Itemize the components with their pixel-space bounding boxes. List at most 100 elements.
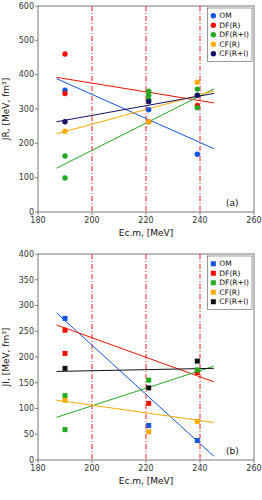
x-tick-label: 180 xyxy=(30,464,45,473)
x-tick-label: 180 xyxy=(30,216,45,225)
data-point xyxy=(146,378,151,383)
y-tick-label: 300 xyxy=(19,105,34,114)
y-tick xyxy=(35,357,38,358)
y-tick xyxy=(35,305,38,306)
legend-marker xyxy=(211,23,216,28)
legend: OMDF(R)DF(R+I)CF(R)CF(R+I) xyxy=(207,256,252,310)
legend: OMDF(R)DF(R+I)CF(R)CF(R+I) xyxy=(207,8,252,62)
y-tick-label: 300 xyxy=(19,301,34,310)
y-tick xyxy=(35,177,38,178)
x-tick xyxy=(254,212,255,215)
x-tick-label: 220 xyxy=(138,464,153,473)
legend-frame xyxy=(207,256,252,310)
data-point xyxy=(62,91,67,96)
vertical-line xyxy=(92,254,93,460)
x-tick-label: 260 xyxy=(246,216,261,225)
y-tick xyxy=(35,212,38,213)
y-tick-label: 400 xyxy=(19,70,34,79)
y-tick xyxy=(35,279,38,280)
legend-label: DF(R) xyxy=(219,269,240,278)
trend-line xyxy=(57,368,214,371)
y-tick-label: 350 xyxy=(19,276,34,285)
y-tick-label: 200 xyxy=(19,353,34,362)
trend-line xyxy=(57,89,214,168)
y-tick-label: 600 xyxy=(19,2,34,11)
y-tick-label: 250 xyxy=(19,327,34,336)
legend-label: DF(R+I) xyxy=(219,278,249,287)
vertical-line xyxy=(92,6,93,212)
legend-marker xyxy=(211,280,216,285)
data-point xyxy=(195,80,200,85)
y-tick xyxy=(35,331,38,332)
y-tick xyxy=(35,254,38,255)
x-tick xyxy=(38,460,39,463)
data-point xyxy=(195,367,200,372)
panel-label: (b) xyxy=(226,446,239,456)
data-point xyxy=(62,175,67,180)
data-point xyxy=(146,119,151,124)
vertical-line xyxy=(200,6,201,212)
x-tick xyxy=(200,212,201,215)
data-point xyxy=(146,119,151,124)
data-point xyxy=(63,427,68,432)
x-tick xyxy=(200,460,201,463)
y-tick-label: 100 xyxy=(19,404,34,413)
panel-label: (a) xyxy=(226,198,239,208)
y-tick-label: 200 xyxy=(19,139,34,148)
x-tick xyxy=(254,460,255,463)
legend-label: OM xyxy=(219,11,231,20)
y-tick xyxy=(35,408,38,409)
plot-frame xyxy=(38,6,254,212)
x-tick xyxy=(92,460,93,463)
vertical-line xyxy=(200,254,201,460)
chart-root: 1802002202402600100200300400500600Ec.m, … xyxy=(0,0,262,500)
x-tick xyxy=(92,212,93,215)
legend-marker xyxy=(211,32,216,37)
legend-label: DF(R) xyxy=(219,21,240,30)
data-point xyxy=(146,385,151,390)
data-point xyxy=(63,316,68,321)
y-axis-label: JR, [MeV, fm³] xyxy=(1,78,11,141)
legend-label: CF(R) xyxy=(219,288,240,297)
y-tick xyxy=(35,434,38,435)
trend-line xyxy=(57,313,214,456)
data-point xyxy=(195,438,200,443)
data-point xyxy=(146,401,151,406)
y-tick xyxy=(35,460,38,461)
data-point xyxy=(62,119,67,124)
data-point xyxy=(195,105,200,110)
y-tick xyxy=(35,6,38,7)
x-tick-label: 260 xyxy=(246,464,261,473)
data-point xyxy=(195,359,200,364)
y-tick-label: 0 xyxy=(29,208,34,217)
data-point xyxy=(195,86,200,91)
data-point xyxy=(195,93,200,98)
x-axis-label: Ec.m, [MeV] xyxy=(119,228,173,238)
data-point xyxy=(63,398,68,403)
x-tick xyxy=(38,212,39,215)
y-tick xyxy=(35,109,38,110)
trend-line xyxy=(57,94,214,122)
data-point xyxy=(146,107,151,112)
x-tick-label: 200 xyxy=(84,216,99,225)
data-point xyxy=(62,51,67,56)
x-tick-label: 240 xyxy=(192,216,207,225)
data-point xyxy=(63,328,68,333)
trend-line xyxy=(57,79,214,149)
legend-marker xyxy=(211,51,216,56)
legend-label: DF(R+I) xyxy=(219,30,249,39)
data-point xyxy=(62,129,67,134)
x-tick-label: 200 xyxy=(84,464,99,473)
data-point xyxy=(63,366,68,371)
data-point xyxy=(63,393,68,398)
x-tick xyxy=(146,212,147,215)
legend-marker xyxy=(211,261,216,266)
data-point xyxy=(146,99,151,104)
trend-line xyxy=(57,77,214,102)
x-axis-label: Ec.m, [MeV] xyxy=(119,476,173,486)
y-tick xyxy=(35,40,38,41)
data-point xyxy=(146,423,151,428)
data-point xyxy=(62,153,67,158)
y-tick xyxy=(35,143,38,144)
legend-marker xyxy=(211,299,216,304)
